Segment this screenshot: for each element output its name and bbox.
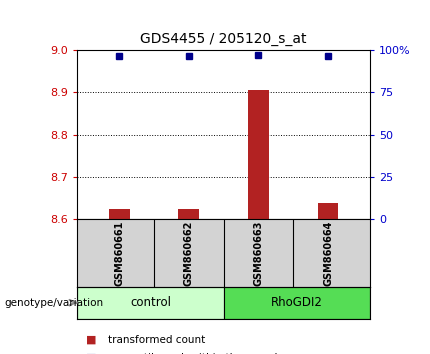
Text: ■: ■ xyxy=(86,353,96,354)
Bar xyxy=(178,209,199,219)
Text: ■: ■ xyxy=(86,335,96,345)
Text: transformed count: transformed count xyxy=(108,335,205,345)
Text: RhoGDI2: RhoGDI2 xyxy=(271,296,322,309)
Title: GDS4455 / 205120_s_at: GDS4455 / 205120_s_at xyxy=(140,32,307,46)
Bar xyxy=(224,287,370,319)
Bar xyxy=(109,209,129,219)
Text: GSM860661: GSM860661 xyxy=(114,221,124,286)
Bar xyxy=(248,90,269,219)
Bar xyxy=(318,203,338,219)
Text: genotype/variation: genotype/variation xyxy=(4,298,104,308)
Text: GSM860662: GSM860662 xyxy=(184,221,194,286)
Text: GSM860664: GSM860664 xyxy=(323,221,333,286)
Bar xyxy=(77,287,224,319)
Text: control: control xyxy=(130,296,171,309)
Text: percentile rank within the sample: percentile rank within the sample xyxy=(108,353,283,354)
Text: GSM860663: GSM860663 xyxy=(253,221,264,286)
